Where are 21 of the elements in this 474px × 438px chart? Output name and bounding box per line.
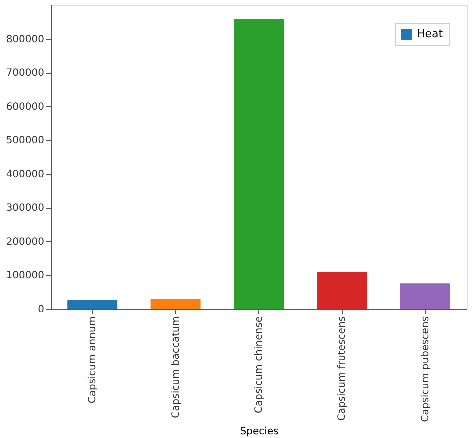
x-tick-label: Capsicum pubescens bbox=[420, 316, 432, 422]
bar bbox=[234, 20, 284, 309]
y-tick-label: 300000 bbox=[6, 203, 44, 214]
x-tick-label: Capsicum chinense bbox=[254, 316, 265, 414]
y-tick-label: 200000 bbox=[6, 236, 44, 248]
bar bbox=[317, 272, 368, 309]
x-tick-label: Capsicum baccatum bbox=[170, 316, 182, 418]
x-axis-title: Species bbox=[240, 426, 279, 438]
x-tick-label: Capsicum frutescens bbox=[337, 316, 348, 422]
legend-label: Heat bbox=[417, 28, 444, 40]
y-tick-label: 700000 bbox=[6, 68, 44, 80]
y-tick-label: 400000 bbox=[6, 169, 44, 180]
y-tick-label: 0 bbox=[38, 304, 44, 316]
bar bbox=[400, 284, 450, 309]
y-tick-label: 600000 bbox=[6, 102, 44, 113]
y-tick-label: 500000 bbox=[6, 136, 44, 147]
y-tick-label: 800000 bbox=[6, 34, 44, 46]
bar bbox=[68, 300, 118, 309]
bar bbox=[150, 299, 201, 309]
y-tick-label: 100000 bbox=[6, 270, 44, 282]
x-tick-label: Capsicum annum bbox=[88, 316, 99, 404]
